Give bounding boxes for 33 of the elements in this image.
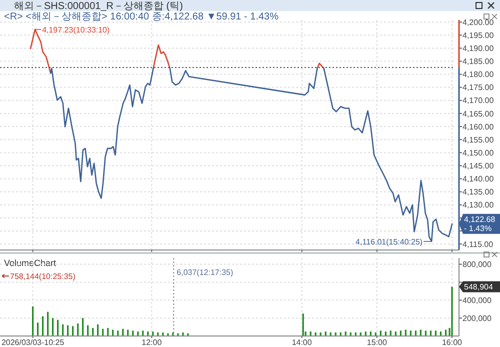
x-tick-label: 16:00 xyxy=(442,338,463,347)
y-tick-label: 4,155.00 xyxy=(462,135,494,144)
y-tick-label: 400,000 xyxy=(462,296,492,305)
x-tick-label: 2026/03/03-10:25 xyxy=(1,338,65,347)
y-tick-label: 4,200.00 xyxy=(462,18,494,27)
annotation: 548,904 xyxy=(464,282,494,292)
y-tick-label: 800,000 xyxy=(462,260,492,270)
chart-title: 해외－SHS:000001_R－상해종합 (틱) xyxy=(14,1,183,12)
y-tick-label: 4,130.00 xyxy=(462,200,494,210)
y-tick-label: 4,195.00 xyxy=(462,30,494,40)
y-tick-label: 4,150.00 xyxy=(462,148,494,158)
y-tick-label: 4,170.00 xyxy=(462,96,494,106)
y-tick-label: 4,190.00 xyxy=(462,44,494,53)
annotation: 4,197.23(10:33:10) xyxy=(42,25,110,34)
x-tick-label: 14:00 xyxy=(292,338,312,347)
y-tick-label: 4,140.00 xyxy=(462,174,494,184)
ref-line-label: 6,037(12:17:35) xyxy=(176,268,234,277)
y-tick-label: 4,145.00 xyxy=(462,161,494,170)
annotation: 758,144(10:25:35) xyxy=(10,272,76,281)
x-tick-label: 12:00 xyxy=(142,338,162,347)
y-tick-label: 200,000 xyxy=(462,314,492,323)
y-tick-label: 4,180.00 xyxy=(462,70,494,80)
y-tick-label: 4,175.00 xyxy=(462,83,494,92)
chart-subtitle: <R> <해외－상해종합> 16:00:40 종:4,122.68 ▼59.91 - 1.43% xyxy=(4,12,279,22)
annotation: 4,122.68 - 1.43% xyxy=(464,214,496,233)
y-tick-label: 4,185.00 xyxy=(462,57,494,66)
y-tick-label: 4,135.00 xyxy=(462,188,494,197)
annotation: 4,116.01(15:40:25) xyxy=(356,237,423,246)
y-tick-label: 4,115.00 xyxy=(462,240,494,249)
y-tick-label: 4,160.00 xyxy=(462,122,494,132)
y-tick-label: 4,165.00 xyxy=(462,109,494,118)
x-tick-label: 15:00 xyxy=(366,338,388,347)
chart-title: VolumeChart xyxy=(4,258,57,268)
